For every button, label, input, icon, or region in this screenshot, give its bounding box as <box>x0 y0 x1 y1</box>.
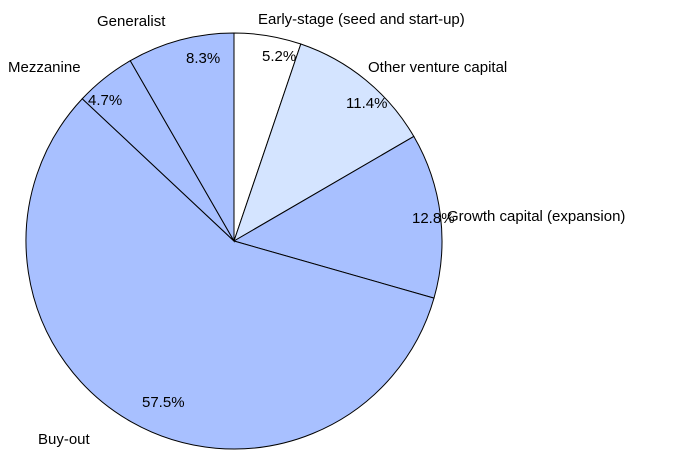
pie-slice <box>129 32 235 243</box>
value-label: 8.3% <box>186 50 220 67</box>
pie-slice <box>25 98 435 450</box>
pie-slice <box>232 135 443 299</box>
value-label: 4.7% <box>88 92 122 109</box>
slice-label: Growth capital (expansion) <box>447 208 625 225</box>
slice-label: Generalist <box>97 13 166 30</box>
value-label: 5.2% <box>262 48 296 65</box>
slice-label: Mezzanine <box>8 59 81 76</box>
slice-label: Other venture capital <box>368 59 507 76</box>
value-label: 12.8% <box>412 210 455 227</box>
value-label: 11.4% <box>346 95 387 112</box>
slice-label: Buy-out <box>38 431 91 448</box>
slice-label: Early-stage (seed and start-up) <box>258 11 465 28</box>
value-label: 57.5% <box>142 394 185 411</box>
pie-slice <box>233 43 415 243</box>
